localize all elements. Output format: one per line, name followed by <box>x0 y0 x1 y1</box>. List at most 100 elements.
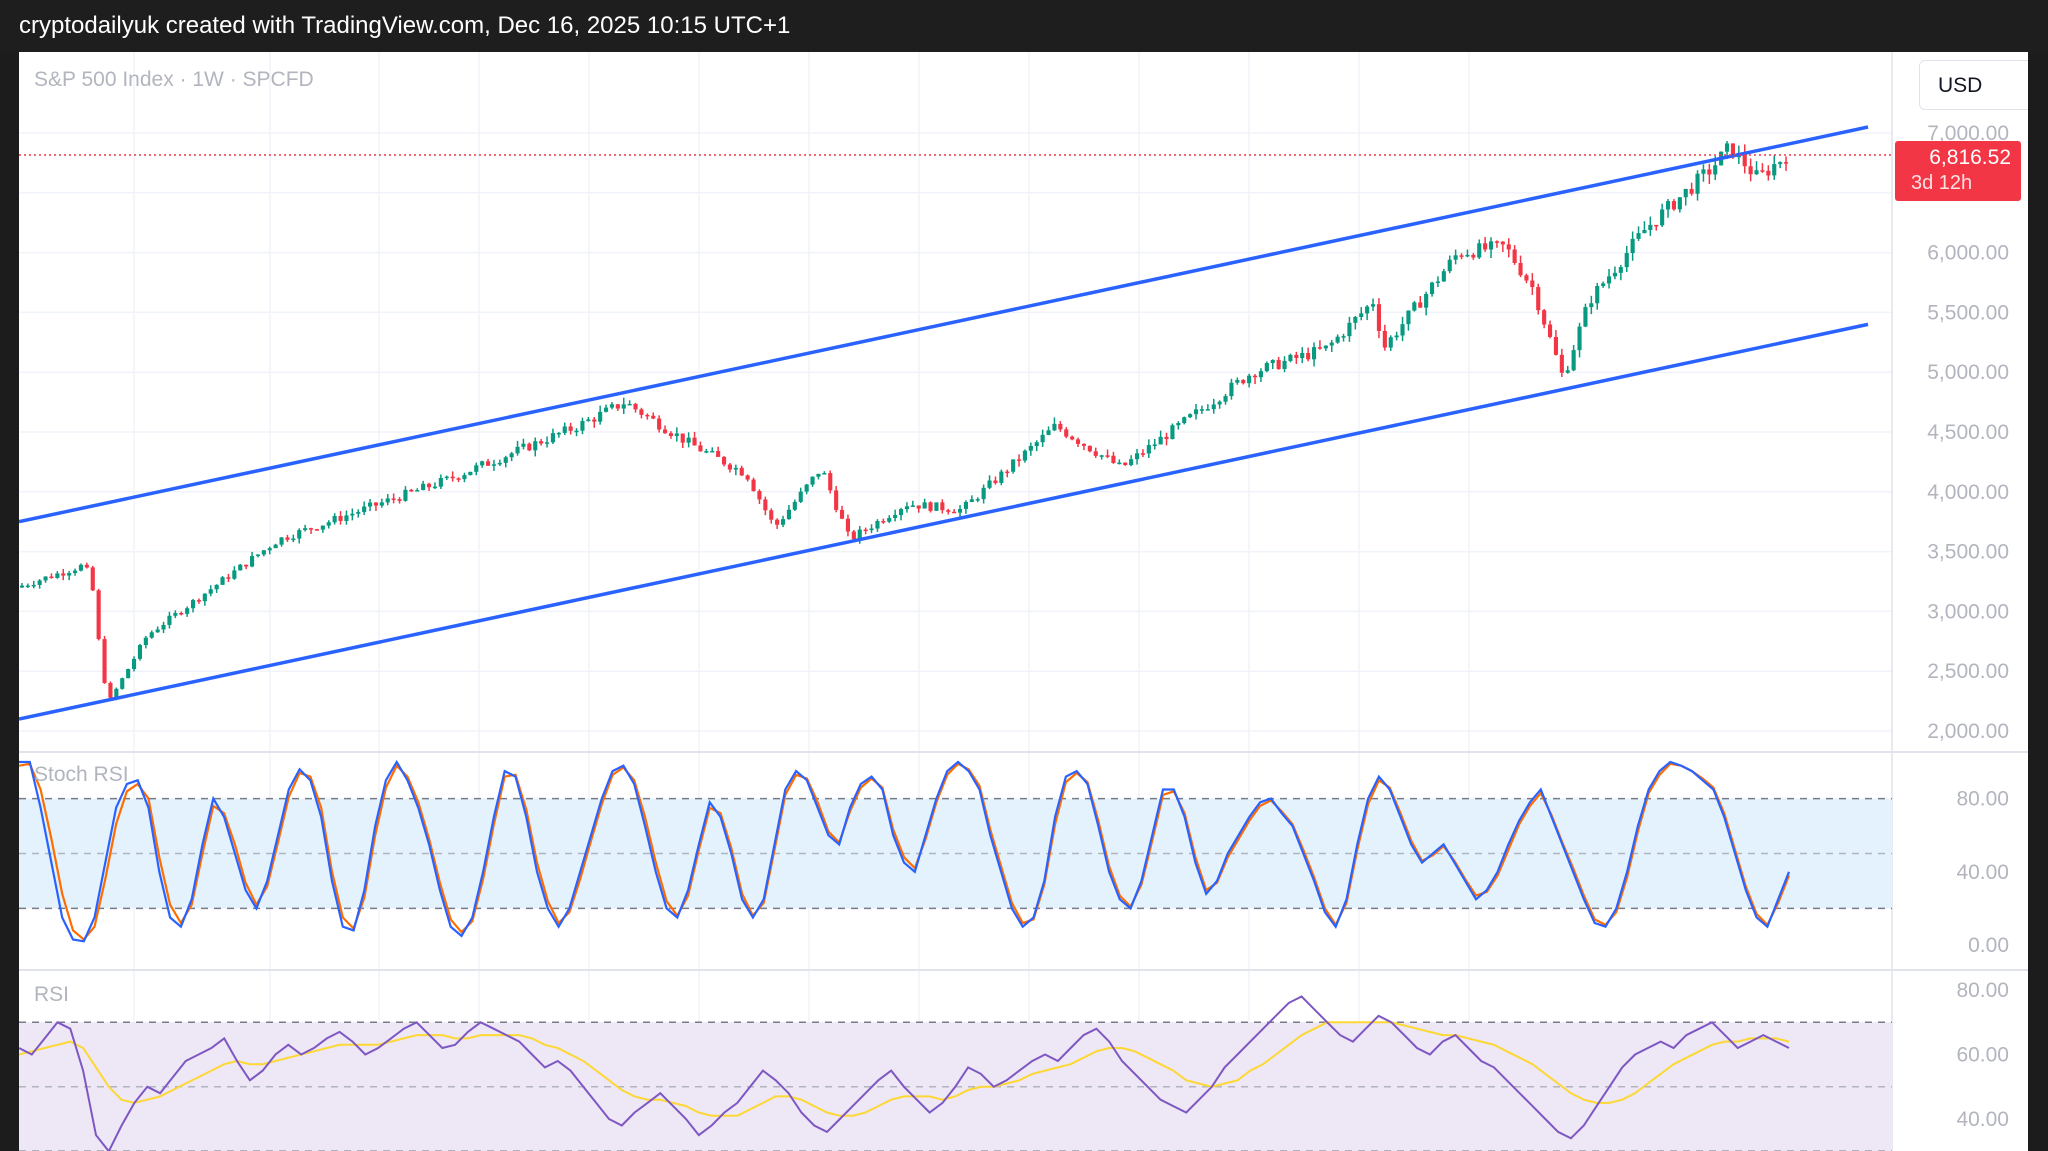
candle-body <box>1359 313 1364 317</box>
candle-body <box>1483 243 1488 250</box>
candle-body <box>273 544 278 549</box>
candle-body <box>810 476 815 485</box>
candle-body <box>367 502 373 507</box>
candle-body <box>155 629 160 633</box>
candle-body <box>1188 414 1193 418</box>
candle-body <box>1724 143 1730 152</box>
candle-body <box>285 537 290 540</box>
candle-body <box>137 645 143 659</box>
candle-body <box>1158 436 1163 445</box>
candle-body <box>332 515 337 523</box>
candle-body <box>1624 253 1629 268</box>
symbol-title[interactable]: S&P 500 Index · 1W · SPCFD <box>34 68 314 91</box>
candle-body <box>568 426 573 431</box>
candle-body <box>1418 302 1423 308</box>
candle-body <box>1264 363 1269 372</box>
candle-body <box>1300 352 1305 358</box>
chart-area[interactable]: 2,000.00 2,500.00 3,000.00 3,500.00 4,000.00… <box>19 52 2028 1151</box>
candle-body <box>898 509 904 516</box>
candle-body <box>1601 283 1606 286</box>
candle-body <box>1429 282 1435 295</box>
candle-body <box>1370 304 1376 307</box>
candle-body <box>704 451 709 453</box>
candle-body <box>1695 173 1700 194</box>
candle-body <box>173 612 178 616</box>
candle-body <box>609 404 615 408</box>
candle-body <box>220 577 225 585</box>
candle-body <box>1176 423 1181 426</box>
candle-body <box>1660 209 1665 226</box>
candle-body <box>61 573 66 576</box>
stoch-tick-label: 80.00 <box>1956 788 2009 811</box>
candle-body <box>167 615 172 625</box>
candle-body <box>1459 255 1464 257</box>
candle-body <box>1229 382 1234 397</box>
price-axis[interactable]: 2,000.00 2,500.00 3,000.00 3,500.00 4,000.00… <box>1927 122 2009 1131</box>
candle-body <box>1665 201 1671 210</box>
stoch-rsi-lines <box>19 759 1791 943</box>
candle-body <box>1618 267 1623 273</box>
candle-body <box>828 473 833 491</box>
candle-body <box>763 499 768 511</box>
candle-body <box>686 437 691 443</box>
price-candles <box>19 140 1789 701</box>
candle-body <box>1211 404 1216 410</box>
candle-body <box>1547 324 1553 337</box>
stoch-d-line <box>19 762 1791 942</box>
trend-channel[interactable] <box>19 125 1869 721</box>
candle-body <box>1081 443 1087 446</box>
stoch-tick-label: 0.00 <box>1968 934 2009 957</box>
candle-body <box>226 577 231 579</box>
candle-body <box>102 639 107 683</box>
candle-body <box>1530 280 1535 288</box>
rsi-label[interactable]: RSI <box>34 983 70 1006</box>
candle-body <box>857 529 862 540</box>
candle-body <box>798 491 803 502</box>
candle-body <box>645 414 650 417</box>
candle-body <box>1559 354 1564 373</box>
candle-body <box>1500 241 1505 245</box>
candle-body <box>839 509 845 519</box>
candle-body <box>1512 249 1517 263</box>
candle-body <box>267 548 272 551</box>
candle-body <box>544 442 550 444</box>
candle-body <box>615 404 620 409</box>
rsi-tick-label: 80.00 <box>1956 979 2009 1002</box>
candle-body <box>1247 375 1252 384</box>
candle-body <box>1087 445 1092 452</box>
candle-body <box>379 502 384 506</box>
candle-body <box>126 669 131 679</box>
chart-canvas[interactable]: 2,000.00 2,500.00 3,000.00 3,500.00 4,000.00… <box>19 52 2028 1151</box>
price-tick-label: 3,500.00 <box>1927 541 2009 564</box>
stoch-rsi-label[interactable]: Stoch RSI <box>34 763 129 786</box>
candle-body <box>769 510 774 520</box>
candle-body <box>851 531 856 540</box>
candle-body <box>1636 233 1641 239</box>
grid-lines <box>19 52 2028 1151</box>
candle-body <box>745 475 750 480</box>
candle-body <box>255 554 261 557</box>
attribution-text: cryptodailyuk created with TradingView.c… <box>19 12 791 39</box>
candle-body <box>143 637 148 646</box>
candle-body <box>31 584 36 587</box>
candle-body <box>1742 152 1747 167</box>
candle-body <box>344 515 349 521</box>
candle-body <box>1146 445 1151 454</box>
candle-body <box>320 525 325 530</box>
candle-body <box>1052 423 1057 431</box>
candle-body <box>1258 371 1264 378</box>
stoch-tick-label: 40.00 <box>1956 861 2009 884</box>
candle-body <box>480 461 485 466</box>
currency-button[interactable]: USD <box>1919 60 2028 110</box>
candle-body <box>497 462 502 465</box>
candle-body <box>716 451 721 457</box>
candle-body <box>863 529 868 532</box>
candle-body <box>202 593 207 602</box>
candle-body <box>350 513 355 516</box>
candle-body <box>1075 439 1081 444</box>
candle-body <box>1583 307 1588 327</box>
candle-body <box>1134 453 1140 460</box>
candle-body <box>1447 259 1452 272</box>
candle-body <box>279 537 284 545</box>
candle-body <box>786 509 792 520</box>
